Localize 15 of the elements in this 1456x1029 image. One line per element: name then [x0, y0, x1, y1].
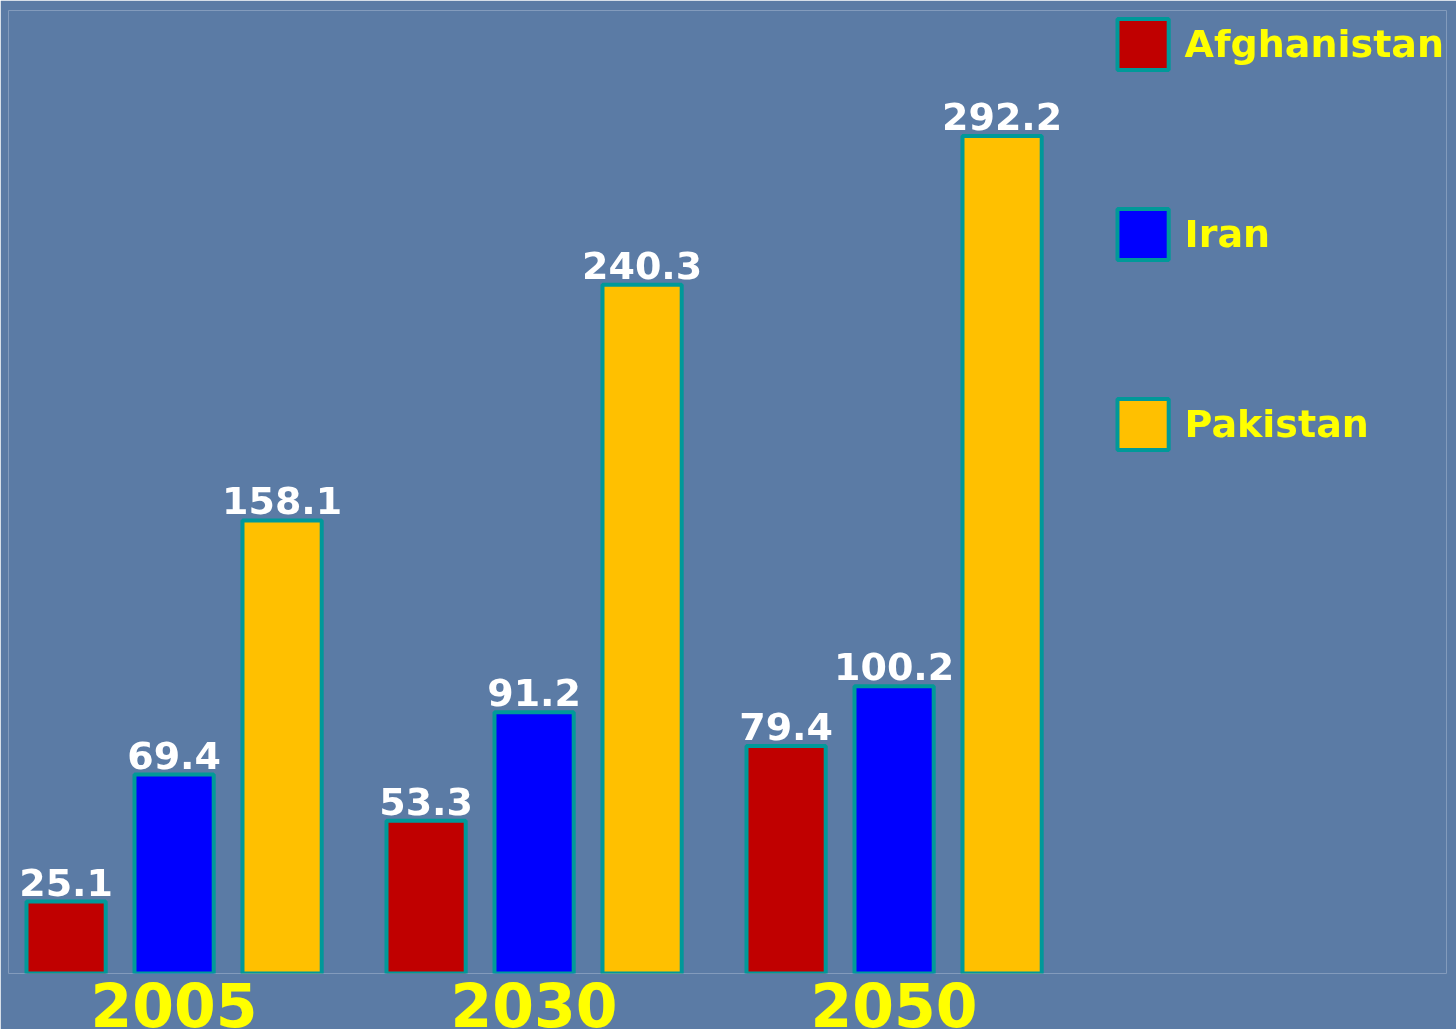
data-label: 69.4 [127, 733, 221, 778]
data-label: 158.1 [222, 479, 343, 524]
x-tick-label: 2005 [90, 970, 258, 1029]
data-label: 53.3 [379, 779, 473, 824]
data-label: 79.4 [739, 704, 833, 749]
legend-label: Iran [1184, 212, 1271, 256]
data-label: 25.1 [19, 860, 113, 905]
legend-label: Pakistan [1184, 402, 1369, 446]
legend-label: Afghanistan [1184, 22, 1444, 66]
data-label: 91.2 [487, 671, 581, 716]
data-label: 240.3 [582, 243, 703, 288]
data-label: 292.2 [942, 95, 1063, 140]
data-label: 100.2 [834, 645, 955, 690]
x-tick-label: 2050 [810, 970, 978, 1029]
x-tick-label: 2030 [450, 970, 618, 1029]
